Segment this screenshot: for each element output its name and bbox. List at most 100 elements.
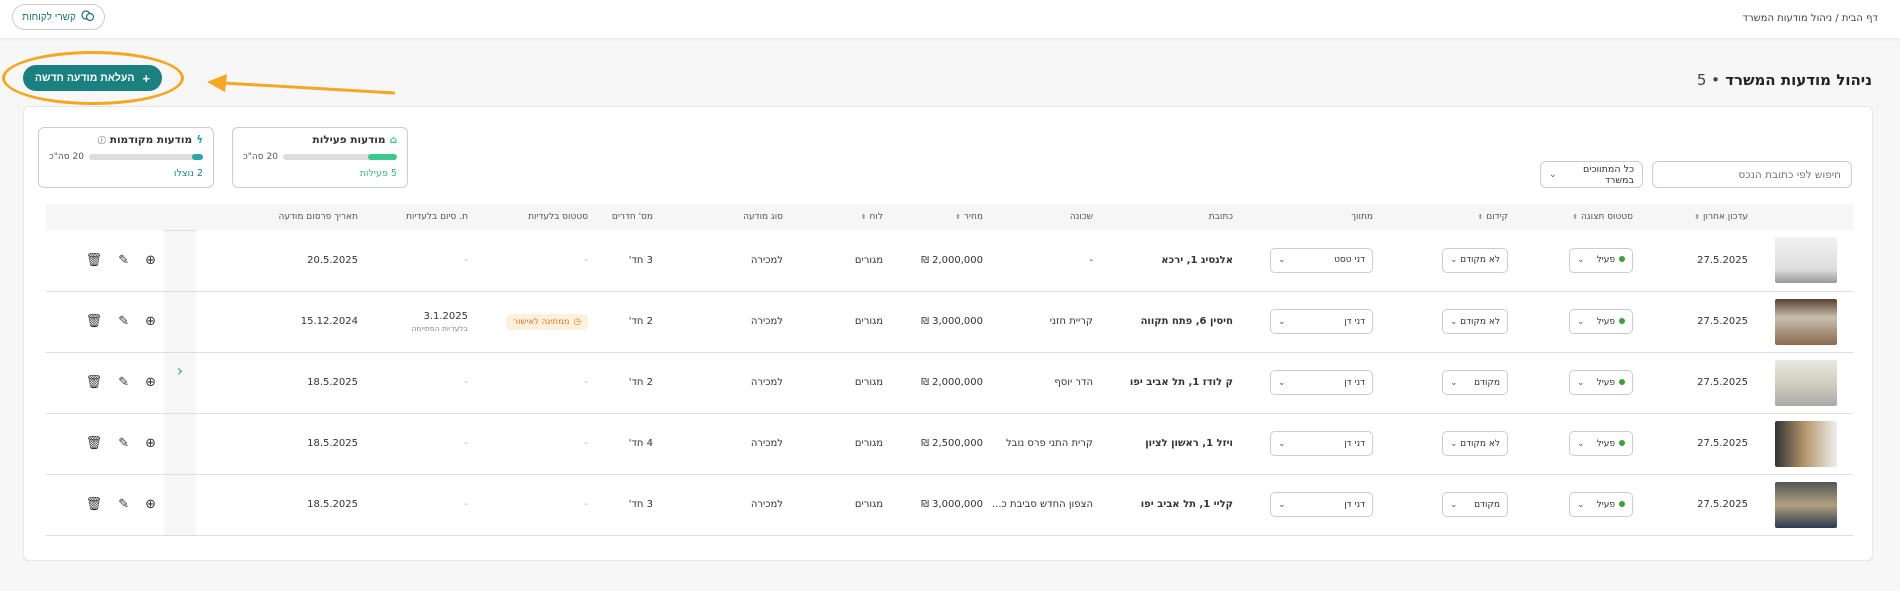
agent-select[interactable]: דני דן ⌄ xyxy=(1270,431,1373,456)
display-status-select[interactable]: פעיל ⌄ xyxy=(1569,247,1633,273)
contact-button[interactable]: קשרי לקוחות xyxy=(12,4,105,30)
chevron-down-icon: ⌄ xyxy=(1278,438,1286,449)
edit-pencil-icon[interactable]: ✎ xyxy=(118,314,130,329)
delete-icon[interactable]: 🗑 xyxy=(85,252,103,268)
listing-thumbnail[interactable] xyxy=(1775,237,1837,284)
breadcrumb: דף הבית / ניהול מודעות המשרד xyxy=(1742,13,1878,24)
chevron-down-icon: ⌄ xyxy=(1450,377,1458,388)
listing-thumbnail[interactable] xyxy=(1775,298,1837,345)
agent-select[interactable]: דני טסט ⌄ xyxy=(1270,247,1373,273)
edit-pencil-icon[interactable]: ✎ xyxy=(118,497,130,512)
agent-select[interactable]: דני דן ⌄ xyxy=(1270,492,1373,517)
promotion-select[interactable]: לא מקודם ⌄ xyxy=(1442,431,1508,456)
globe-icon[interactable]: ⊕ xyxy=(145,497,156,512)
display-status-select[interactable]: פעיל ⌄ xyxy=(1569,370,1633,395)
lightning-icon: ϟ xyxy=(196,134,203,146)
top-bar: דף הבית / ניהול מודעות המשרד קשרי לקוחות xyxy=(0,0,1900,38)
delete-icon[interactable]: 🗑 xyxy=(85,314,103,329)
column-header: סוג מודעה xyxy=(661,204,791,230)
status-dot xyxy=(1619,256,1625,263)
display-status-select[interactable]: פעיל ⌄ xyxy=(1569,431,1633,456)
listings-card: ⌂ מודעות פעילות 20 סה"כ 5 פעילות ϟ מודעות … xyxy=(23,106,1873,561)
chat-bubbles-icon xyxy=(81,9,95,25)
chevron-down-icon: ⌄ xyxy=(1278,377,1286,388)
table-row[interactable]: 27.5.2025 פעיל ⌄ מקודם ⌄ דני דן ⌄ ק לודז 1,… xyxy=(46,352,1853,414)
column-header[interactable]: לוח ⬍ xyxy=(791,204,891,230)
chevron-down-icon: ⌄ xyxy=(1549,169,1557,180)
sort-icon: ⬍ xyxy=(1477,213,1484,221)
listings-table: עדכון אחרון ⬍ סטטוס תצוגה ⬍ קידום ⬍ מתווך כת… xyxy=(46,204,1853,536)
chevron-down-icon: ⌄ xyxy=(1577,499,1585,510)
breadcrumb-home[interactable]: דף הבית xyxy=(1841,13,1878,24)
sort-icon: ⬍ xyxy=(1694,213,1701,221)
status-dot xyxy=(1619,378,1625,385)
scroll-left-chevron-icon[interactable]: ‹ xyxy=(176,360,184,380)
listing-thumbnail[interactable] xyxy=(1775,359,1837,406)
promotion-select[interactable]: לא מקודם ⌄ xyxy=(1442,247,1508,273)
stat-card-active: ⌂ מודעות פעילות 20 סה"כ 5 פעילות xyxy=(232,127,408,188)
chevron-down-icon: ⌄ xyxy=(1450,438,1458,449)
table-row[interactable]: 27.5.2025 פעיל ⌄ לא מקודם ⌄ דני טסט ⌄ אלנסי… xyxy=(46,230,1853,292)
status-dot xyxy=(1619,439,1625,446)
column-header: כתובת xyxy=(1101,204,1241,230)
column-header xyxy=(1756,204,1853,230)
promotion-select[interactable]: מקודם ⌄ xyxy=(1442,492,1508,517)
info-icon[interactable]: ⓘ xyxy=(97,135,106,145)
address[interactable]: ויזל 1, ראשון לציון xyxy=(1101,413,1241,475)
globe-icon[interactable]: ⊕ xyxy=(145,252,156,268)
agent-filter-select[interactable]: כל המתווכים במשרד ⌄ xyxy=(1540,161,1643,188)
exclusivity-status-badge: ◷ ממתינה לאישור xyxy=(506,313,588,330)
delete-icon[interactable]: 🗑 xyxy=(85,375,103,390)
chevron-down-icon: ⌄ xyxy=(1577,255,1585,266)
display-status-select[interactable]: פעיל ⌄ xyxy=(1569,309,1633,334)
stat-card-promoted: ϟ מודעות מקודמות ⓘ 20 סה"כ 2 נוצלו xyxy=(38,127,214,188)
sort-icon: ⬍ xyxy=(860,213,867,221)
sort-icon: ⬍ xyxy=(1572,213,1579,221)
column-header[interactable]: קידום ⬍ xyxy=(1381,204,1516,230)
address[interactable]: ק לודז 1, תל אביב יפו xyxy=(1101,352,1241,414)
table-row[interactable]: 27.5.2025 פעיל ⌄ מקודם ⌄ דני דן ⌄ קליי 1, ת… xyxy=(46,474,1853,536)
edit-pencil-icon[interactable]: ✎ xyxy=(118,436,130,451)
address[interactable]: חיסין 6, פתח תקווה xyxy=(1101,291,1241,353)
chevron-down-icon: ⌄ xyxy=(1577,377,1585,388)
breadcrumb-current: ניהול מודעות המשרד xyxy=(1742,13,1833,24)
sort-icon: ⬍ xyxy=(955,213,962,221)
globe-icon[interactable]: ⊕ xyxy=(145,436,156,451)
clock-icon: ◷ xyxy=(573,316,581,327)
promotion-select[interactable]: לא מקודם ⌄ xyxy=(1442,309,1508,334)
agent-select[interactable]: דני דן ⌄ xyxy=(1270,309,1373,334)
column-header: ת. סיום בלעדיות xyxy=(366,204,476,230)
column-header[interactable]: סטטוס תצוגה ⬍ xyxy=(1516,204,1641,230)
chevron-down-icon: ⌄ xyxy=(1577,438,1585,449)
address[interactable]: אלנסיג 1, ירכא xyxy=(1101,230,1241,292)
scroll-column xyxy=(164,204,196,231)
chevron-down-icon: ⌄ xyxy=(1450,499,1458,510)
table-row[interactable]: 27.5.2025 פעיל ⌄ לא מקודם ⌄ דני דן ⌄ ויזל 1… xyxy=(46,413,1853,475)
globe-icon[interactable]: ⊕ xyxy=(145,314,156,329)
address[interactable]: קליי 1, תל אביב יפו xyxy=(1101,474,1241,536)
delete-icon[interactable]: 🗑 xyxy=(85,497,103,512)
chevron-down-icon: ⌄ xyxy=(1278,316,1286,327)
agent-select[interactable]: דני דן ⌄ xyxy=(1270,370,1373,395)
chevron-down-icon: ⌄ xyxy=(1450,316,1458,327)
edit-pencil-icon[interactable]: ✎ xyxy=(118,375,130,390)
table-row[interactable]: 27.5.2025 פעיל ⌄ לא מקודם ⌄ דני דן ⌄ חיסין … xyxy=(46,291,1853,353)
chevron-down-icon: ⌄ xyxy=(1278,499,1286,510)
delete-icon[interactable]: 🗑 xyxy=(85,436,103,451)
chevron-down-icon: ⌄ xyxy=(1278,255,1286,266)
listing-thumbnail[interactable] xyxy=(1775,420,1837,467)
globe-icon[interactable]: ⊕ xyxy=(145,375,156,390)
progress-fill xyxy=(191,154,203,160)
listing-thumbnail[interactable] xyxy=(1775,481,1837,528)
display-status-select[interactable]: פעיל ⌄ xyxy=(1569,492,1633,517)
chevron-down-icon: ⌄ xyxy=(1577,316,1585,327)
page-title: ניהול מודעות המשרד • 5 xyxy=(1696,71,1872,89)
column-header[interactable]: מחיר ⬍ xyxy=(891,204,991,230)
highlight-ellipse xyxy=(2,51,184,105)
edit-pencil-icon[interactable]: ✎ xyxy=(118,252,130,268)
status-dot xyxy=(1619,500,1625,507)
upload-new-listing-button[interactable]: + העלאת מודעה חדשה xyxy=(23,65,162,91)
search-input[interactable] xyxy=(1652,161,1852,188)
column-header[interactable]: עדכון אחרון ⬍ xyxy=(1641,204,1756,230)
promotion-select[interactable]: מקודם ⌄ xyxy=(1442,370,1508,395)
